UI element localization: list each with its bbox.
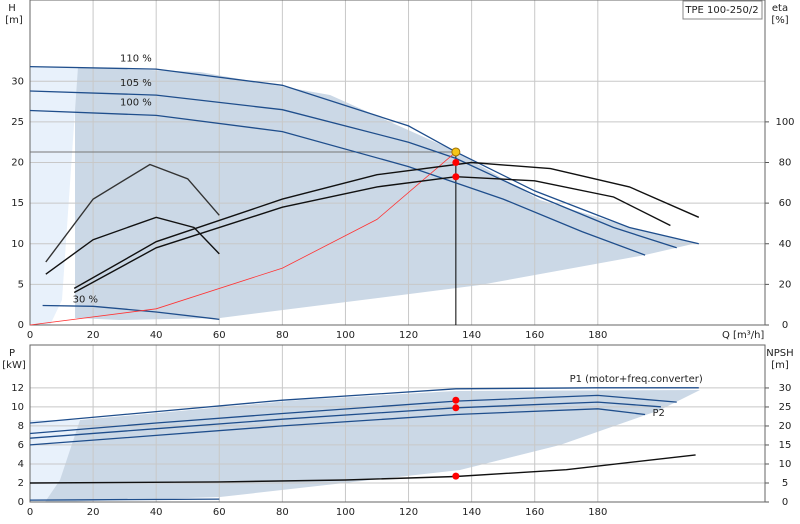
curve	[42, 304, 220, 320]
x-tick-label: 100	[336, 507, 355, 518]
x-tick-label: 120	[399, 507, 418, 518]
x-tick-label: 160	[525, 507, 544, 518]
y-tick-label: 12	[11, 383, 24, 394]
power-extended-area	[30, 420, 80, 502]
curve	[45, 216, 220, 275]
y2-axis-label: eta	[772, 3, 788, 14]
x-tick-label: 140	[462, 507, 481, 518]
x-tick-label: 180	[588, 507, 607, 518]
curve-label: P2	[652, 408, 664, 419]
y-tick-label: 2	[18, 478, 24, 489]
curve-label: P1 (motor+freq.converter)	[570, 374, 703, 385]
y-tick-label: 8	[18, 421, 24, 432]
curve-label: 100 %	[120, 98, 152, 109]
y2-tick-label: 5	[782, 478, 788, 489]
operating-point	[452, 396, 460, 404]
curve-label: 30 %	[73, 295, 98, 306]
y-tick-label: 10	[11, 239, 24, 250]
curve-label: 110 %	[120, 54, 152, 65]
x-tick-label: 20	[87, 330, 100, 341]
x-tick-label: 40	[150, 330, 163, 341]
curve	[73, 175, 671, 294]
y2-tick-label: 100	[775, 117, 794, 128]
x-tick-label: 160	[525, 330, 544, 341]
y-tick-label: 15	[11, 198, 24, 209]
plot-frame	[29, 344, 766, 503]
x-axis-label: Q [m³/h]	[722, 330, 764, 341]
curve	[29, 498, 220, 501]
x-tick-label: 40	[150, 507, 163, 518]
y2-tick-label: 0	[782, 497, 788, 508]
chart-title: TPE 100-250/2	[684, 5, 758, 16]
x-tick-label: 80	[276, 507, 289, 518]
x-tick-label: 140	[462, 330, 481, 341]
y2-tick-label: 10	[779, 459, 792, 470]
y2-axis-unit: [%]	[771, 15, 788, 26]
curve	[29, 454, 696, 484]
y-tick-label: 5	[18, 279, 24, 290]
duty-point	[451, 147, 461, 157]
curve	[29, 65, 699, 245]
curve	[29, 408, 646, 446]
y-axis-unit: [m]	[5, 15, 23, 26]
curve	[73, 161, 700, 290]
curve	[29, 90, 677, 249]
y2-tick-label: 25	[779, 402, 792, 413]
y2-tick-label: 40	[779, 239, 792, 250]
operating-point	[452, 472, 460, 480]
x-tick-label: 20	[87, 507, 100, 518]
x-tick-label: 0	[27, 330, 33, 341]
operating-point	[452, 404, 460, 412]
y-tick-label: 25	[11, 117, 24, 128]
title-box	[682, 0, 763, 20]
curve	[29, 151, 457, 326]
y-axis-label: H	[8, 3, 16, 14]
x-tick-label: 80	[276, 330, 289, 341]
curve	[29, 394, 677, 435]
y-tick-label: 0	[18, 320, 24, 331]
y2-tick-label: 20	[779, 279, 792, 290]
curve	[29, 109, 646, 256]
y-tick-label: 10	[11, 402, 24, 413]
operating-point	[452, 159, 460, 166]
y2-tick-label: 20	[779, 421, 792, 432]
x-tick-label: 60	[213, 330, 226, 341]
y2-tick-label: 60	[779, 198, 792, 209]
plot-layer: 0 20 40 60 80 100 120 140 160 1800510152025300204…	[2, 0, 795, 518]
y2-tick-label: 80	[779, 158, 792, 169]
operating-point	[452, 173, 460, 181]
y2-tick-label: 15	[779, 440, 792, 451]
x-tick-label: 120	[399, 330, 418, 341]
y-tick-label: 0	[18, 497, 24, 508]
x-tick-label: 0	[27, 507, 33, 518]
y-axis-unit: [kW]	[2, 360, 26, 371]
y-tick-label: 6	[18, 440, 24, 451]
x-tick-label: 180	[588, 330, 607, 341]
x-tick-label: 60	[213, 507, 226, 518]
x-tick-label: 100	[336, 330, 355, 341]
y-tick-label: 20	[11, 158, 24, 169]
curve	[29, 401, 661, 439]
curve	[45, 163, 220, 263]
plot-frame	[29, 0, 766, 326]
operating-area	[75, 67, 697, 320]
y-tick-label: 30	[11, 76, 24, 87]
y2-axis-unit: [m]	[771, 360, 789, 371]
y-tick-label: 4	[18, 459, 24, 470]
curve-label: 105 %	[120, 78, 152, 89]
y2-tick-label: 0	[782, 320, 788, 331]
extended-area	[30, 67, 78, 325]
y2-tick-label: 30	[779, 383, 792, 394]
y2-axis-label: NPSH	[766, 348, 793, 359]
y-axis-label: P	[9, 348, 15, 359]
curve	[29, 387, 699, 424]
